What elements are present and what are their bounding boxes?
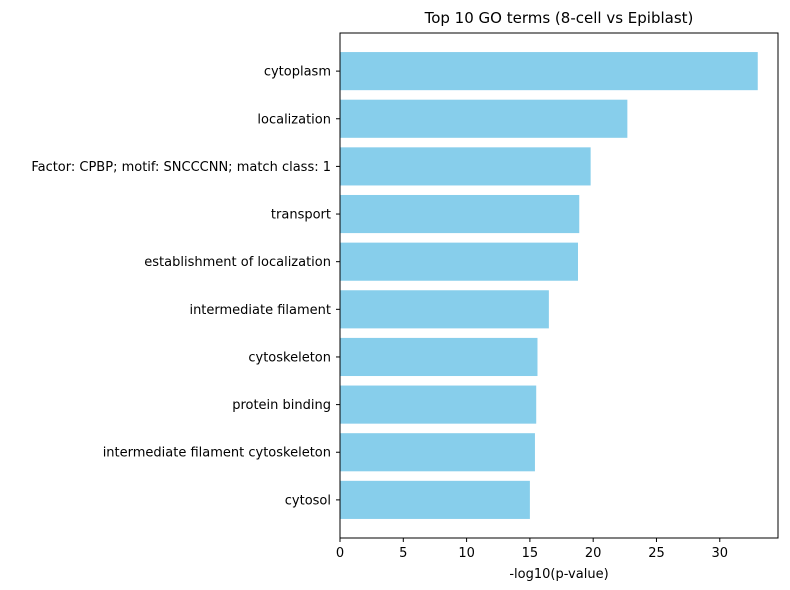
category-labels: cytoplasm localization Factor: CPBP; motif… xyxy=(31,65,340,508)
x-tick-label: 15 xyxy=(522,546,539,561)
x-tick-label: 30 xyxy=(711,546,728,561)
bar-8 xyxy=(340,433,535,472)
category-label: transport xyxy=(271,208,331,223)
x-tick-label: 0 xyxy=(336,546,344,561)
bar-4 xyxy=(340,242,578,281)
bar-3 xyxy=(340,194,580,234)
category-label: cytoplasm xyxy=(264,65,331,80)
category-label: cytosol xyxy=(285,493,331,508)
bar-5 xyxy=(340,290,549,329)
category-label: intermediate filament cytoskeleton xyxy=(103,446,331,461)
x-tick-label: 5 xyxy=(399,546,407,561)
category-label: Factor: CPBP; motif: SNCCCNN; match clas… xyxy=(31,160,331,175)
x-tick-label: 25 xyxy=(648,546,665,561)
plot-frame xyxy=(339,32,779,539)
bar-6 xyxy=(340,337,538,377)
bars-group xyxy=(340,52,758,519)
bar-2 xyxy=(340,147,591,186)
x-ticks: 0 5 10 15 20 25 30 xyxy=(336,538,728,561)
category-label: localization xyxy=(257,112,331,127)
bar-1 xyxy=(340,99,628,138)
bar-7 xyxy=(340,385,537,424)
bar-9 xyxy=(340,480,530,519)
x-axis-label: -log10(p-value) xyxy=(509,567,608,582)
chart-title: Top 10 GO terms (8-cell vs Epiblast) xyxy=(424,9,694,27)
category-label: protein binding xyxy=(232,398,331,413)
category-label: cytoskeleton xyxy=(248,350,331,365)
x-tick-label: 20 xyxy=(585,546,602,561)
category-label: intermediate filament xyxy=(189,303,331,318)
bar-0 xyxy=(340,52,758,91)
x-tick-label: 10 xyxy=(458,546,475,561)
category-label: establishment of localization xyxy=(144,255,331,270)
